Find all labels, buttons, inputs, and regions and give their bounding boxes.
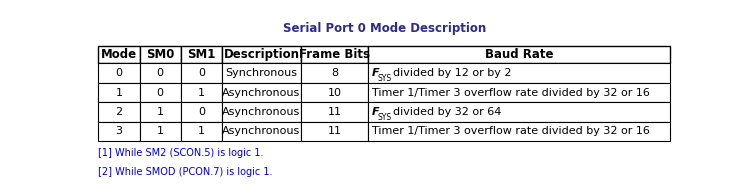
Text: 1: 1 [116,88,122,97]
Bar [98,102,140,122]
Bar [181,46,222,63]
Text: Synchronous: Synchronous [226,68,298,78]
Bar [222,63,301,83]
Text: Asynchronous: Asynchronous [222,126,301,136]
Bar [98,46,140,63]
Text: Asynchronous: Asynchronous [222,88,301,97]
Text: SM0: SM0 [146,48,174,61]
Bar [301,83,368,102]
Text: 1: 1 [157,126,164,136]
Bar [222,83,301,102]
Text: 0: 0 [157,68,164,78]
Bar [140,63,181,83]
Bar [368,46,670,63]
Text: [1] While SM2 (SCON.5) is logic 1.: [1] While SM2 (SCON.5) is logic 1. [98,148,264,158]
Bar [368,63,670,83]
Bar [140,122,181,141]
Bar [140,46,181,63]
Text: 0: 0 [157,88,164,97]
Text: 1: 1 [198,88,205,97]
Text: divided by 12 or by 2: divided by 12 or by 2 [393,68,512,78]
Bar [181,122,222,141]
Bar [98,63,140,83]
Bar [181,102,222,122]
Text: 3: 3 [116,126,122,136]
Bar [181,63,222,83]
Text: Mode: Mode [101,48,137,61]
Text: 10: 10 [327,88,341,97]
Bar [140,83,181,102]
Text: F: F [372,107,380,117]
Text: 11: 11 [327,107,341,117]
Bar [98,122,140,141]
Bar [301,102,368,122]
Bar [368,122,670,141]
Text: Timer 1/Timer 3 overflow rate divided by 32 or 16: Timer 1/Timer 3 overflow rate divided by… [372,126,650,136]
Text: Description: Description [224,48,299,61]
Bar [368,102,670,122]
Text: divided by 32 or 64: divided by 32 or 64 [393,107,502,117]
Text: 1: 1 [157,107,164,117]
Bar [368,83,670,102]
Text: 2: 2 [116,107,122,117]
Text: Frame Bits: Frame Bits [298,48,370,61]
Bar [222,102,301,122]
Text: SM1: SM1 [188,48,215,61]
Text: Asynchronous: Asynchronous [222,107,301,117]
Bar [301,122,368,141]
Bar [222,122,301,141]
Bar [181,83,222,102]
Text: Baud Rate: Baud Rate [484,48,554,61]
Bar [301,63,368,83]
Text: Timer 1/Timer 3 overflow rate divided by 32 or 16: Timer 1/Timer 3 overflow rate divided by… [372,88,650,97]
Bar [222,46,301,63]
Text: 1: 1 [198,126,205,136]
Bar [140,102,181,122]
Text: [2] While SMOD (PCON.7) is logic 1.: [2] While SMOD (PCON.7) is logic 1. [98,167,273,177]
Text: 0: 0 [198,107,205,117]
Text: 0: 0 [116,68,122,78]
Text: SYS: SYS [377,74,392,83]
Text: SYS: SYS [377,113,392,122]
Bar [301,46,368,63]
Text: F: F [372,68,380,78]
Text: 8: 8 [331,68,338,78]
Bar [98,83,140,102]
Text: Serial Port 0 Mode Description: Serial Port 0 Mode Description [283,22,486,35]
Text: 0: 0 [198,68,205,78]
Text: 11: 11 [327,126,341,136]
